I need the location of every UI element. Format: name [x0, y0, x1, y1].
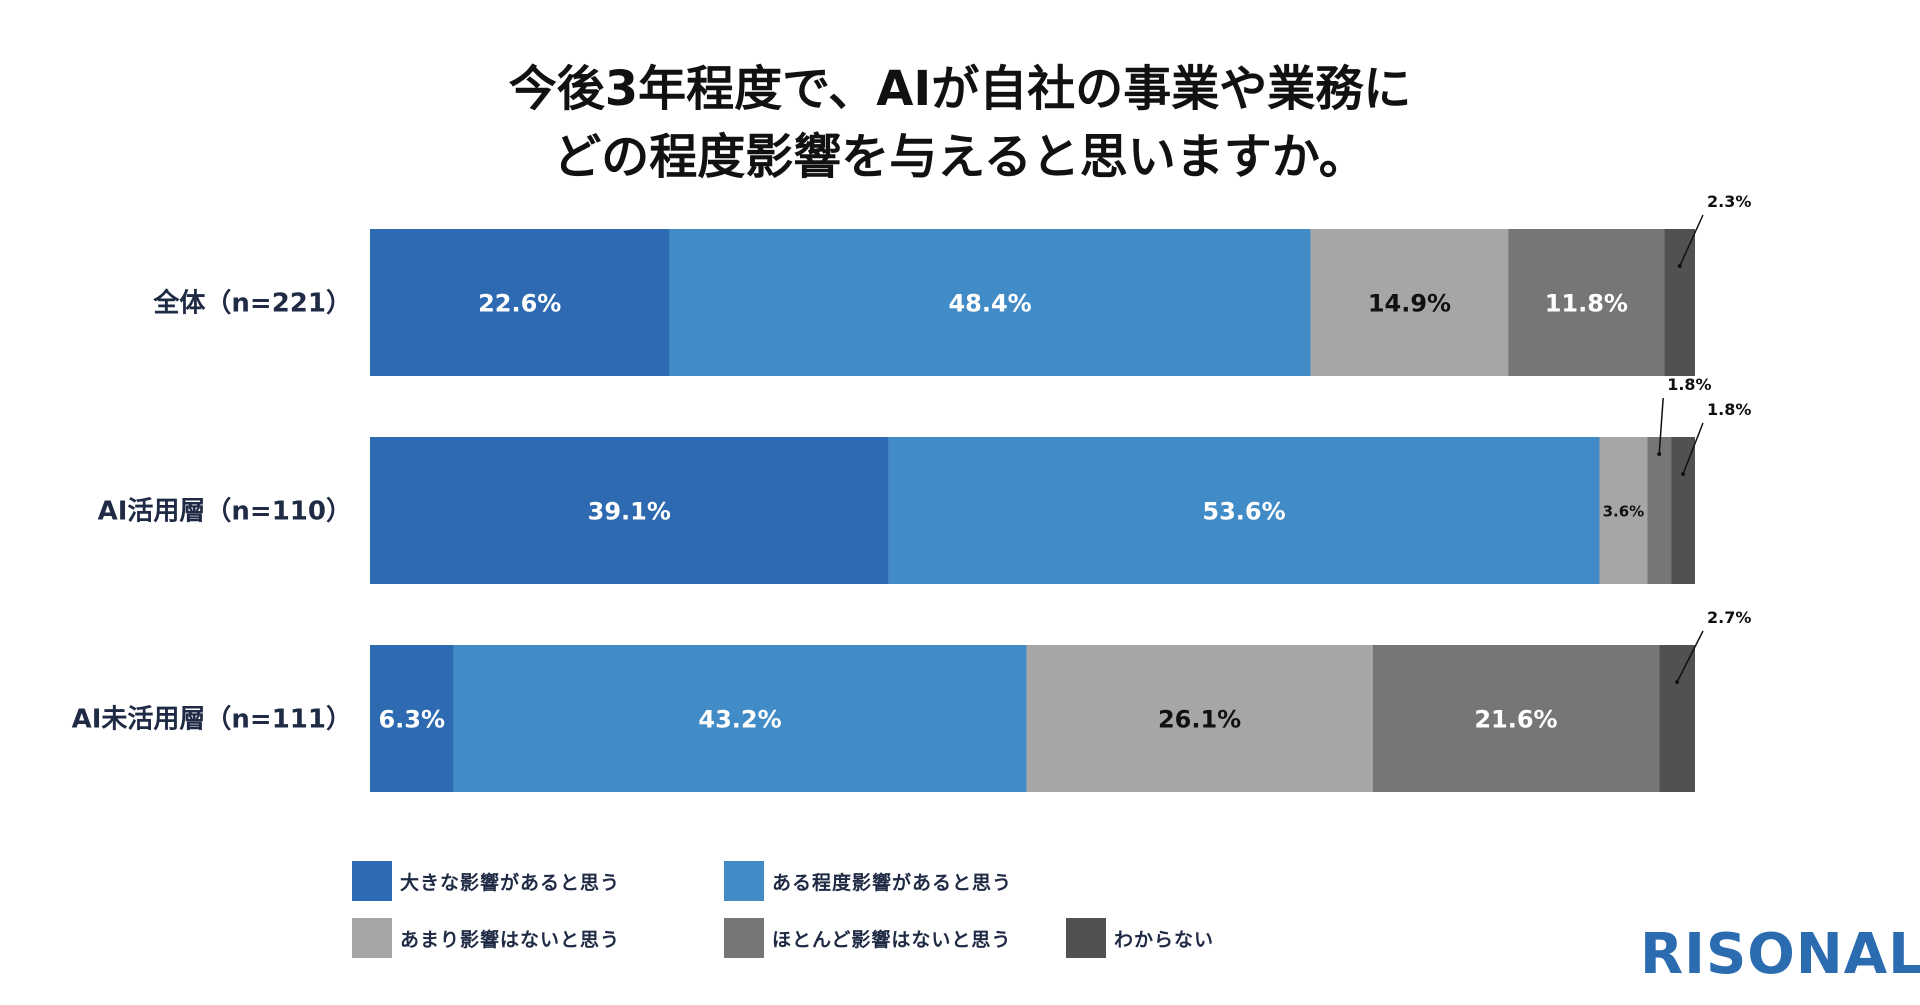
category-label: AI活用層（n=110） — [98, 497, 352, 527]
bar-segment — [1026, 645, 1373, 792]
data-label: 2.7% — [1707, 608, 1751, 627]
data-label: 43.2% — [698, 706, 781, 734]
data-label: 14.9% — [1368, 290, 1451, 318]
category-label: AI未活用層（n=111） — [72, 705, 352, 735]
bar-segment — [1659, 645, 1695, 792]
legend-label: ある程度影響があると思う — [772, 871, 1013, 894]
bar-segment — [669, 229, 1311, 376]
data-label: 6.3% — [378, 706, 445, 734]
bar-segment — [888, 437, 1600, 584]
bar-segment — [1372, 645, 1660, 792]
legend-label: ほとんど影響はないと思う — [772, 928, 1012, 951]
data-label: 1.8% — [1707, 400, 1751, 419]
bar-segment — [1508, 229, 1665, 376]
bar-segment — [370, 229, 670, 376]
legend-swatch — [724, 861, 764, 901]
legend-swatch — [352, 861, 392, 901]
data-label: 53.6% — [1202, 498, 1285, 526]
data-label: 2.3% — [1707, 192, 1751, 211]
legend-label: わからない — [1114, 928, 1215, 951]
data-label: 22.6% — [478, 290, 561, 318]
bar-segment — [1310, 229, 1509, 376]
data-label: 3.6% — [1603, 503, 1645, 521]
callout-line — [1658, 397, 1664, 455]
legend-swatch — [1066, 918, 1106, 958]
callout-line — [1679, 214, 1704, 267]
category-label: 全体（n=221） — [152, 288, 352, 319]
bar-segment — [1599, 437, 1648, 584]
data-label: 21.6% — [1474, 706, 1557, 734]
bar-segment — [370, 437, 889, 584]
legend-label: 大きな影響があると思う — [400, 871, 621, 894]
chart-title-line-1: 今後3年程度で、AIが自社の事業や業務に — [508, 61, 1412, 117]
legend-item: わからない — [1066, 918, 1214, 958]
data-label: 48.4% — [948, 290, 1031, 318]
data-label: 26.1% — [1158, 706, 1241, 734]
legend-item: あまり影響はないと思う — [352, 918, 620, 958]
data-label: 11.8% — [1545, 290, 1628, 318]
data-label: 1.8% — [1667, 375, 1711, 394]
callout-line — [1676, 630, 1704, 683]
chart-title-line-2: どの程度影響を与えると思いますか。 — [553, 129, 1367, 185]
data-label: 39.1% — [588, 498, 671, 526]
legend-swatch — [724, 918, 764, 958]
legend-item: ある程度影響があると思う — [724, 861, 1012, 901]
legend-label: あまり影響はないと思う — [400, 928, 621, 951]
bar-segment — [1647, 437, 1672, 584]
legend-item: 大きな影響があると思う — [352, 861, 620, 901]
risonal-logo: RISONAL — [1640, 922, 1920, 987]
callout-line — [1682, 422, 1704, 475]
bar-segment — [1671, 437, 1695, 584]
legend-swatch — [352, 918, 392, 958]
bar-segment — [1664, 229, 1695, 376]
bar-segment — [370, 645, 454, 792]
bar-segment — [453, 645, 1027, 792]
legend-item: ほとんど影響はないと思う — [724, 918, 1011, 958]
